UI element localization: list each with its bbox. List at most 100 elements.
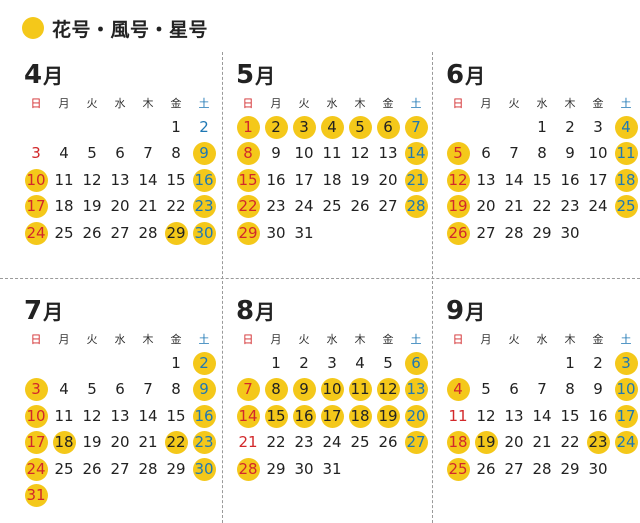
weekday-label: 土 — [620, 333, 632, 346]
day-number: 17 — [294, 170, 314, 189]
day-number: 30 — [294, 459, 314, 478]
day-cell-marked: 1 — [234, 114, 262, 141]
day-cell-empty — [106, 483, 134, 510]
day-cell-marked: 17 — [612, 403, 640, 430]
day-cell-empty — [584, 220, 612, 247]
day-number: 23 — [586, 431, 610, 455]
day-cell: 4 — [50, 141, 78, 168]
day-cell: 16 — [262, 167, 290, 194]
divider-horizontal — [0, 278, 640, 279]
day-number: 30 — [192, 221, 216, 245]
day-number: 22 — [164, 431, 188, 455]
day-cell-marked: 7 — [402, 114, 430, 141]
day-number: 17 — [614, 404, 638, 428]
week-row: 19 20 21 22 23 24 25 — [444, 194, 640, 221]
day-cell-marked: 19 — [444, 194, 472, 221]
weekday-label: 木 — [142, 97, 154, 110]
day-number: 13 — [404, 378, 428, 402]
day-cell-empty — [472, 114, 500, 141]
day-cell-marked: 15 — [262, 403, 290, 430]
day-cell: 6 — [106, 141, 134, 168]
day-number: 27 — [404, 431, 428, 455]
week-row: 7 8 9 10 11 12 13 — [234, 377, 430, 404]
day-number: 13 — [110, 406, 130, 425]
day-cell: 13 — [106, 167, 134, 194]
day-number: 23 — [266, 197, 286, 216]
day-number: 21 — [138, 197, 158, 216]
day-number: 22 — [166, 197, 186, 216]
weekday-label: 金 — [592, 333, 604, 346]
legend: 花号・風号・星号 — [22, 14, 208, 42]
day-number: 24 — [24, 221, 48, 245]
weekday-label: 木 — [142, 333, 154, 346]
day-cell: 22 — [528, 194, 556, 221]
day-cell-empty — [612, 456, 640, 483]
day-number: 11 — [448, 406, 468, 425]
day-number: 17 — [320, 404, 344, 428]
day-number: 29 — [166, 459, 186, 478]
day-cell-empty — [22, 114, 50, 141]
day-number: 30 — [192, 457, 216, 481]
weekday-label: 金 — [170, 97, 182, 110]
divider-vertical-2 — [432, 52, 433, 523]
day-cell-marked: 28 — [402, 194, 430, 221]
day-cell-marked: 19 — [472, 430, 500, 457]
day-number: 4 — [59, 144, 69, 163]
day-number: 19 — [82, 433, 102, 452]
day-number: 8 — [171, 380, 181, 399]
day-cell-marked: 16 — [290, 403, 318, 430]
day-cell: 12 — [472, 403, 500, 430]
day-cell-marked: 12 — [444, 167, 472, 194]
day-number: 26 — [82, 459, 102, 478]
day-number: 12 — [446, 168, 470, 192]
day-number: 11 — [54, 406, 74, 425]
day-number: 28 — [404, 195, 428, 219]
day-cell-marked: 12 — [374, 377, 402, 404]
day-cell: 10 — [584, 141, 612, 168]
weekday-label: 月 — [58, 97, 70, 110]
day-cell: 28 — [528, 456, 556, 483]
month-july: 7月 日月火水木金土 1 2 3 4 5 6 7 8 9 10 11 12 13 14 15 16 17 18 19… — [22, 294, 218, 509]
day-cell: 22 — [262, 430, 290, 457]
day-number: 9 — [292, 378, 316, 402]
day-number: 4 — [59, 380, 69, 399]
day-number: 31 — [294, 223, 314, 242]
day-cell: 27 — [472, 220, 500, 247]
day-number: 11 — [348, 378, 372, 402]
day-number: 4 — [320, 115, 344, 139]
day-number: 3 — [24, 378, 48, 402]
day-cell-marked: 25 — [444, 456, 472, 483]
day-number: 7 — [537, 380, 547, 399]
week-row: 12 13 14 15 16 17 18 — [444, 167, 640, 194]
day-number: 19 — [82, 197, 102, 216]
day-number: 26 — [446, 221, 470, 245]
weekday-label: 土 — [620, 97, 632, 110]
week-row: 14 15 16 17 18 19 20 — [234, 403, 430, 430]
day-cell: 6 — [106, 377, 134, 404]
day-number: 14 — [532, 406, 552, 425]
day-cell-empty — [374, 456, 402, 483]
day-cell-marked: 3 — [22, 377, 50, 404]
week-row: 31 — [22, 483, 218, 510]
weekday-label: 火 — [508, 333, 520, 346]
day-cell: 21 — [234, 430, 262, 457]
day-cell: 1 — [162, 114, 190, 141]
day-cell: 27 — [106, 220, 134, 247]
day-number: 1 — [271, 353, 281, 372]
weekday-label: 水 — [536, 333, 548, 346]
day-number: 6 — [404, 351, 428, 375]
day-number: 13 — [504, 406, 524, 425]
weekday-label: 金 — [382, 333, 394, 346]
day-cell: 25 — [50, 456, 78, 483]
day-cell-marked: 10 — [22, 403, 50, 430]
day-cell: 22 — [556, 430, 584, 457]
weekday-label: 水 — [114, 97, 126, 110]
week-row: 29 30 31 — [234, 220, 430, 247]
day-number: 21 — [504, 197, 524, 216]
weekday-label: 金 — [382, 97, 394, 110]
month-august: 8月 日月火水木金土 1 2 3 4 5 6 7 8 9 10 11 12 13 14 15 16 17 18 19… — [234, 294, 430, 483]
weekday-label: 月 — [58, 333, 70, 346]
day-cell-marked: 16 — [190, 403, 218, 430]
